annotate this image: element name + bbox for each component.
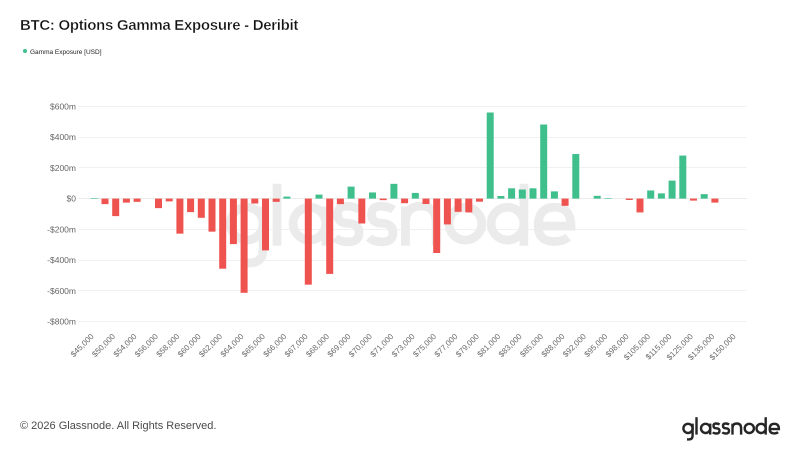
svg-text:-$600m: -$600m <box>47 286 76 296</box>
svg-text:-$200m: -$200m <box>47 224 76 234</box>
svg-text:$200m: $200m <box>50 163 76 173</box>
svg-text:$600m: $600m <box>50 101 76 111</box>
svg-text:$0: $0 <box>67 194 77 204</box>
svg-text:-$800m: -$800m <box>47 317 76 327</box>
svg-text:-$400m: -$400m <box>47 255 76 265</box>
svg-text:$400m: $400m <box>50 132 76 142</box>
